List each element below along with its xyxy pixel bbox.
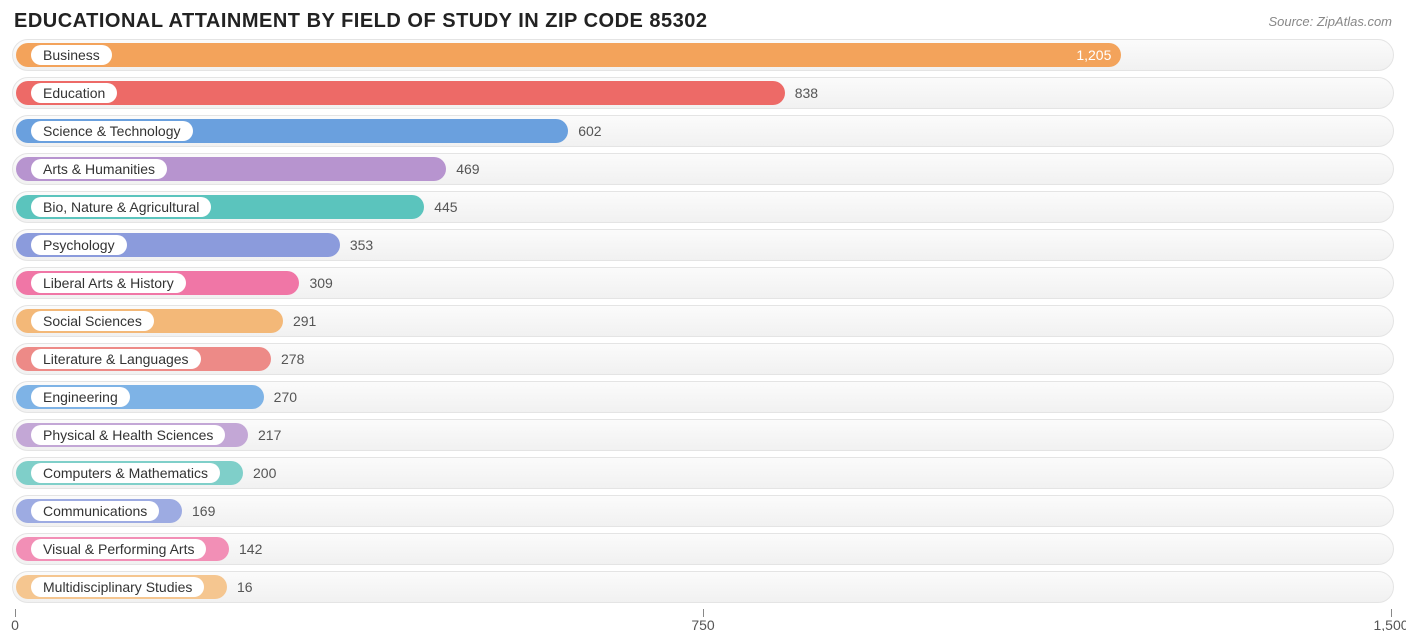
bar-value: 16 — [237, 572, 253, 602]
bar-value: 200 — [253, 458, 276, 488]
bar-label: Psychology — [31, 235, 127, 255]
bar-label: Science & Technology — [31, 121, 193, 141]
bar-row: Communications 169 — [12, 495, 1394, 527]
bar-row: Science & Technology 602 — [12, 115, 1394, 147]
axis-tick — [15, 609, 16, 617]
bar-value: 270 — [274, 382, 297, 412]
bar-value: 602 — [578, 116, 601, 146]
bar-fill — [16, 43, 1121, 67]
bar-row: Liberal Arts & History 309 — [12, 267, 1394, 299]
bar-label: Computers & Mathematics — [31, 463, 220, 483]
bar-row: Engineering 270 — [12, 381, 1394, 413]
bar-value: 278 — [281, 344, 304, 374]
axis-tick — [1391, 609, 1392, 617]
bars-area: Business 1,205 Education 838 Science & Techn… — [12, 39, 1394, 603]
bar-row: Physical & Health Sciences 217 — [12, 419, 1394, 451]
bar-row: Social Sciences 291 — [12, 305, 1394, 337]
chart-title: EDUCATIONAL ATTAINMENT BY FIELD OF STUDY… — [14, 10, 708, 33]
bar-label: Multidisciplinary Studies — [31, 577, 204, 597]
bar-row: Visual & Performing Arts 142 — [12, 533, 1394, 565]
bar-fill — [16, 81, 785, 105]
bar-row: Arts & Humanities 469 — [12, 153, 1394, 185]
axis-tick-label: 0 — [11, 617, 19, 631]
bar-row: Education 838 — [12, 77, 1394, 109]
bar-label: Arts & Humanities — [31, 159, 167, 179]
bar-row: Psychology 353 — [12, 229, 1394, 261]
bar-label: Physical & Health Sciences — [31, 425, 225, 445]
bar-value: 169 — [192, 496, 215, 526]
chart-header: EDUCATIONAL ATTAINMENT BY FIELD OF STUDY… — [12, 10, 1394, 39]
bar-row: Multidisciplinary Studies 16 — [12, 571, 1394, 603]
bar-value: 1,205 — [1076, 40, 1111, 70]
bar-value: 142 — [239, 534, 262, 564]
bar-value: 217 — [258, 420, 281, 450]
chart-container: EDUCATIONAL ATTAINMENT BY FIELD OF STUDY… — [0, 0, 1406, 631]
bar-label: Literature & Languages — [31, 349, 201, 369]
bar-value: 469 — [456, 154, 479, 184]
bar-label: Bio, Nature & Agricultural — [31, 197, 211, 217]
bar-label: Communications — [31, 501, 159, 521]
bar-label: Visual & Performing Arts — [31, 539, 206, 559]
chart-source: Source: ZipAtlas.com — [1268, 10, 1392, 29]
bar-row: Computers & Mathematics 200 — [12, 457, 1394, 489]
bar-row: Bio, Nature & Agricultural 445 — [12, 191, 1394, 223]
bar-value: 353 — [350, 230, 373, 260]
x-axis: 07501,500 — [12, 609, 1394, 631]
bar-row: Business 1,205 — [12, 39, 1394, 71]
bar-label: Liberal Arts & History — [31, 273, 186, 293]
axis-tick — [703, 609, 704, 617]
bar-label: Engineering — [31, 387, 130, 407]
bar-label: Social Sciences — [31, 311, 154, 331]
bar-value: 309 — [309, 268, 332, 298]
axis-tick-label: 750 — [691, 617, 714, 631]
axis-tick-label: 1,500 — [1373, 617, 1406, 631]
bar-label: Business — [31, 45, 112, 65]
bar-value: 291 — [293, 306, 316, 336]
bar-row: Literature & Languages 278 — [12, 343, 1394, 375]
bar-value: 838 — [795, 78, 818, 108]
bar-label: Education — [31, 83, 117, 103]
bar-value: 445 — [434, 192, 457, 222]
